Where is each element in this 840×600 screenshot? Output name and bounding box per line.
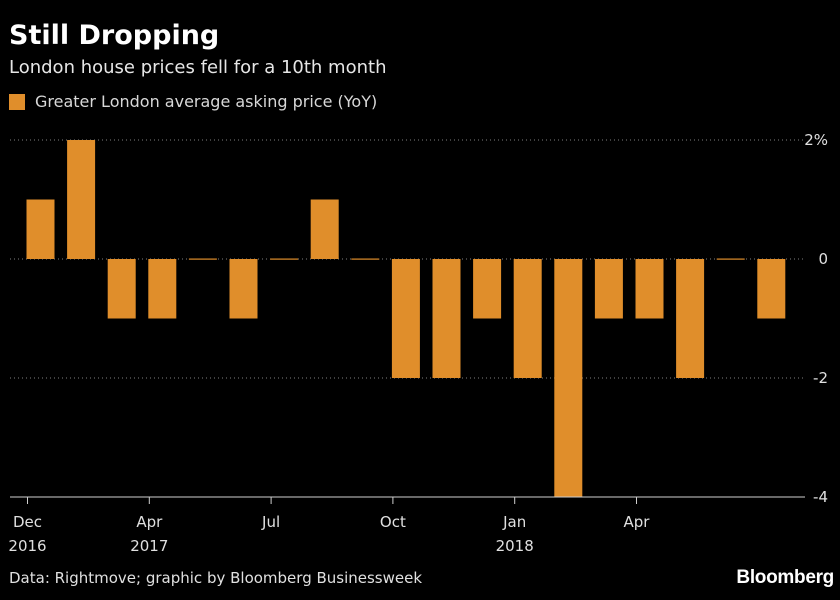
y-tick-label: 0: [818, 250, 828, 268]
bar: [310, 199, 339, 259]
x-tick-label: Jul: [261, 513, 280, 531]
bar: [676, 259, 705, 378]
gridlines: [10, 139, 805, 379]
bars: [26, 140, 786, 497]
chart-subtitle: London house prices fell for a 10th mont…: [9, 57, 387, 78]
bar: [351, 258, 380, 260]
bloomberg-logo: Bloomberg: [736, 567, 834, 588]
legend-label: Greater London average asking price (YoY…: [35, 92, 378, 111]
legend-swatch: [9, 93, 25, 110]
bar: [188, 258, 217, 260]
x-tick-year-label: 2017: [130, 537, 168, 555]
x-tick-label: Jan: [502, 513, 526, 531]
bar: [26, 199, 55, 259]
bar: [594, 259, 623, 319]
chart-title: Still Dropping: [9, 20, 220, 51]
x-tick-label: Dec: [13, 513, 42, 531]
source-note: Data: Rightmove; graphic by Bloomberg Bu…: [9, 569, 423, 587]
bar: [391, 259, 420, 378]
x-tick-label: Oct: [380, 513, 406, 531]
y-tick-label: -2: [813, 369, 828, 387]
bar: [148, 259, 177, 319]
bar: [554, 259, 583, 497]
x-ticks: Dec 2016 Apr 2017 Jul Oct Jan 2018 Apr: [8, 497, 650, 555]
bar: [635, 259, 664, 319]
x-tick-label: Apr: [624, 513, 651, 531]
bar: [270, 258, 299, 260]
bar: [107, 259, 136, 319]
bar: [432, 259, 461, 378]
bar: [229, 259, 258, 319]
bar: [757, 259, 786, 319]
x-tick-label: Apr: [136, 513, 163, 531]
x-tick-year-label: 2018: [496, 537, 534, 555]
bar: [716, 258, 745, 260]
y-tick-labels: 2% 0 -2 -4: [804, 131, 828, 506]
bar: [513, 259, 542, 378]
bar: [67, 140, 96, 259]
x-tick-year-label: 2016: [8, 537, 46, 555]
bar: [473, 259, 502, 319]
y-tick-label: -4: [813, 488, 828, 506]
y-tick-label: 2%: [804, 131, 828, 149]
legend: Greater London average asking price (YoY…: [9, 92, 377, 111]
